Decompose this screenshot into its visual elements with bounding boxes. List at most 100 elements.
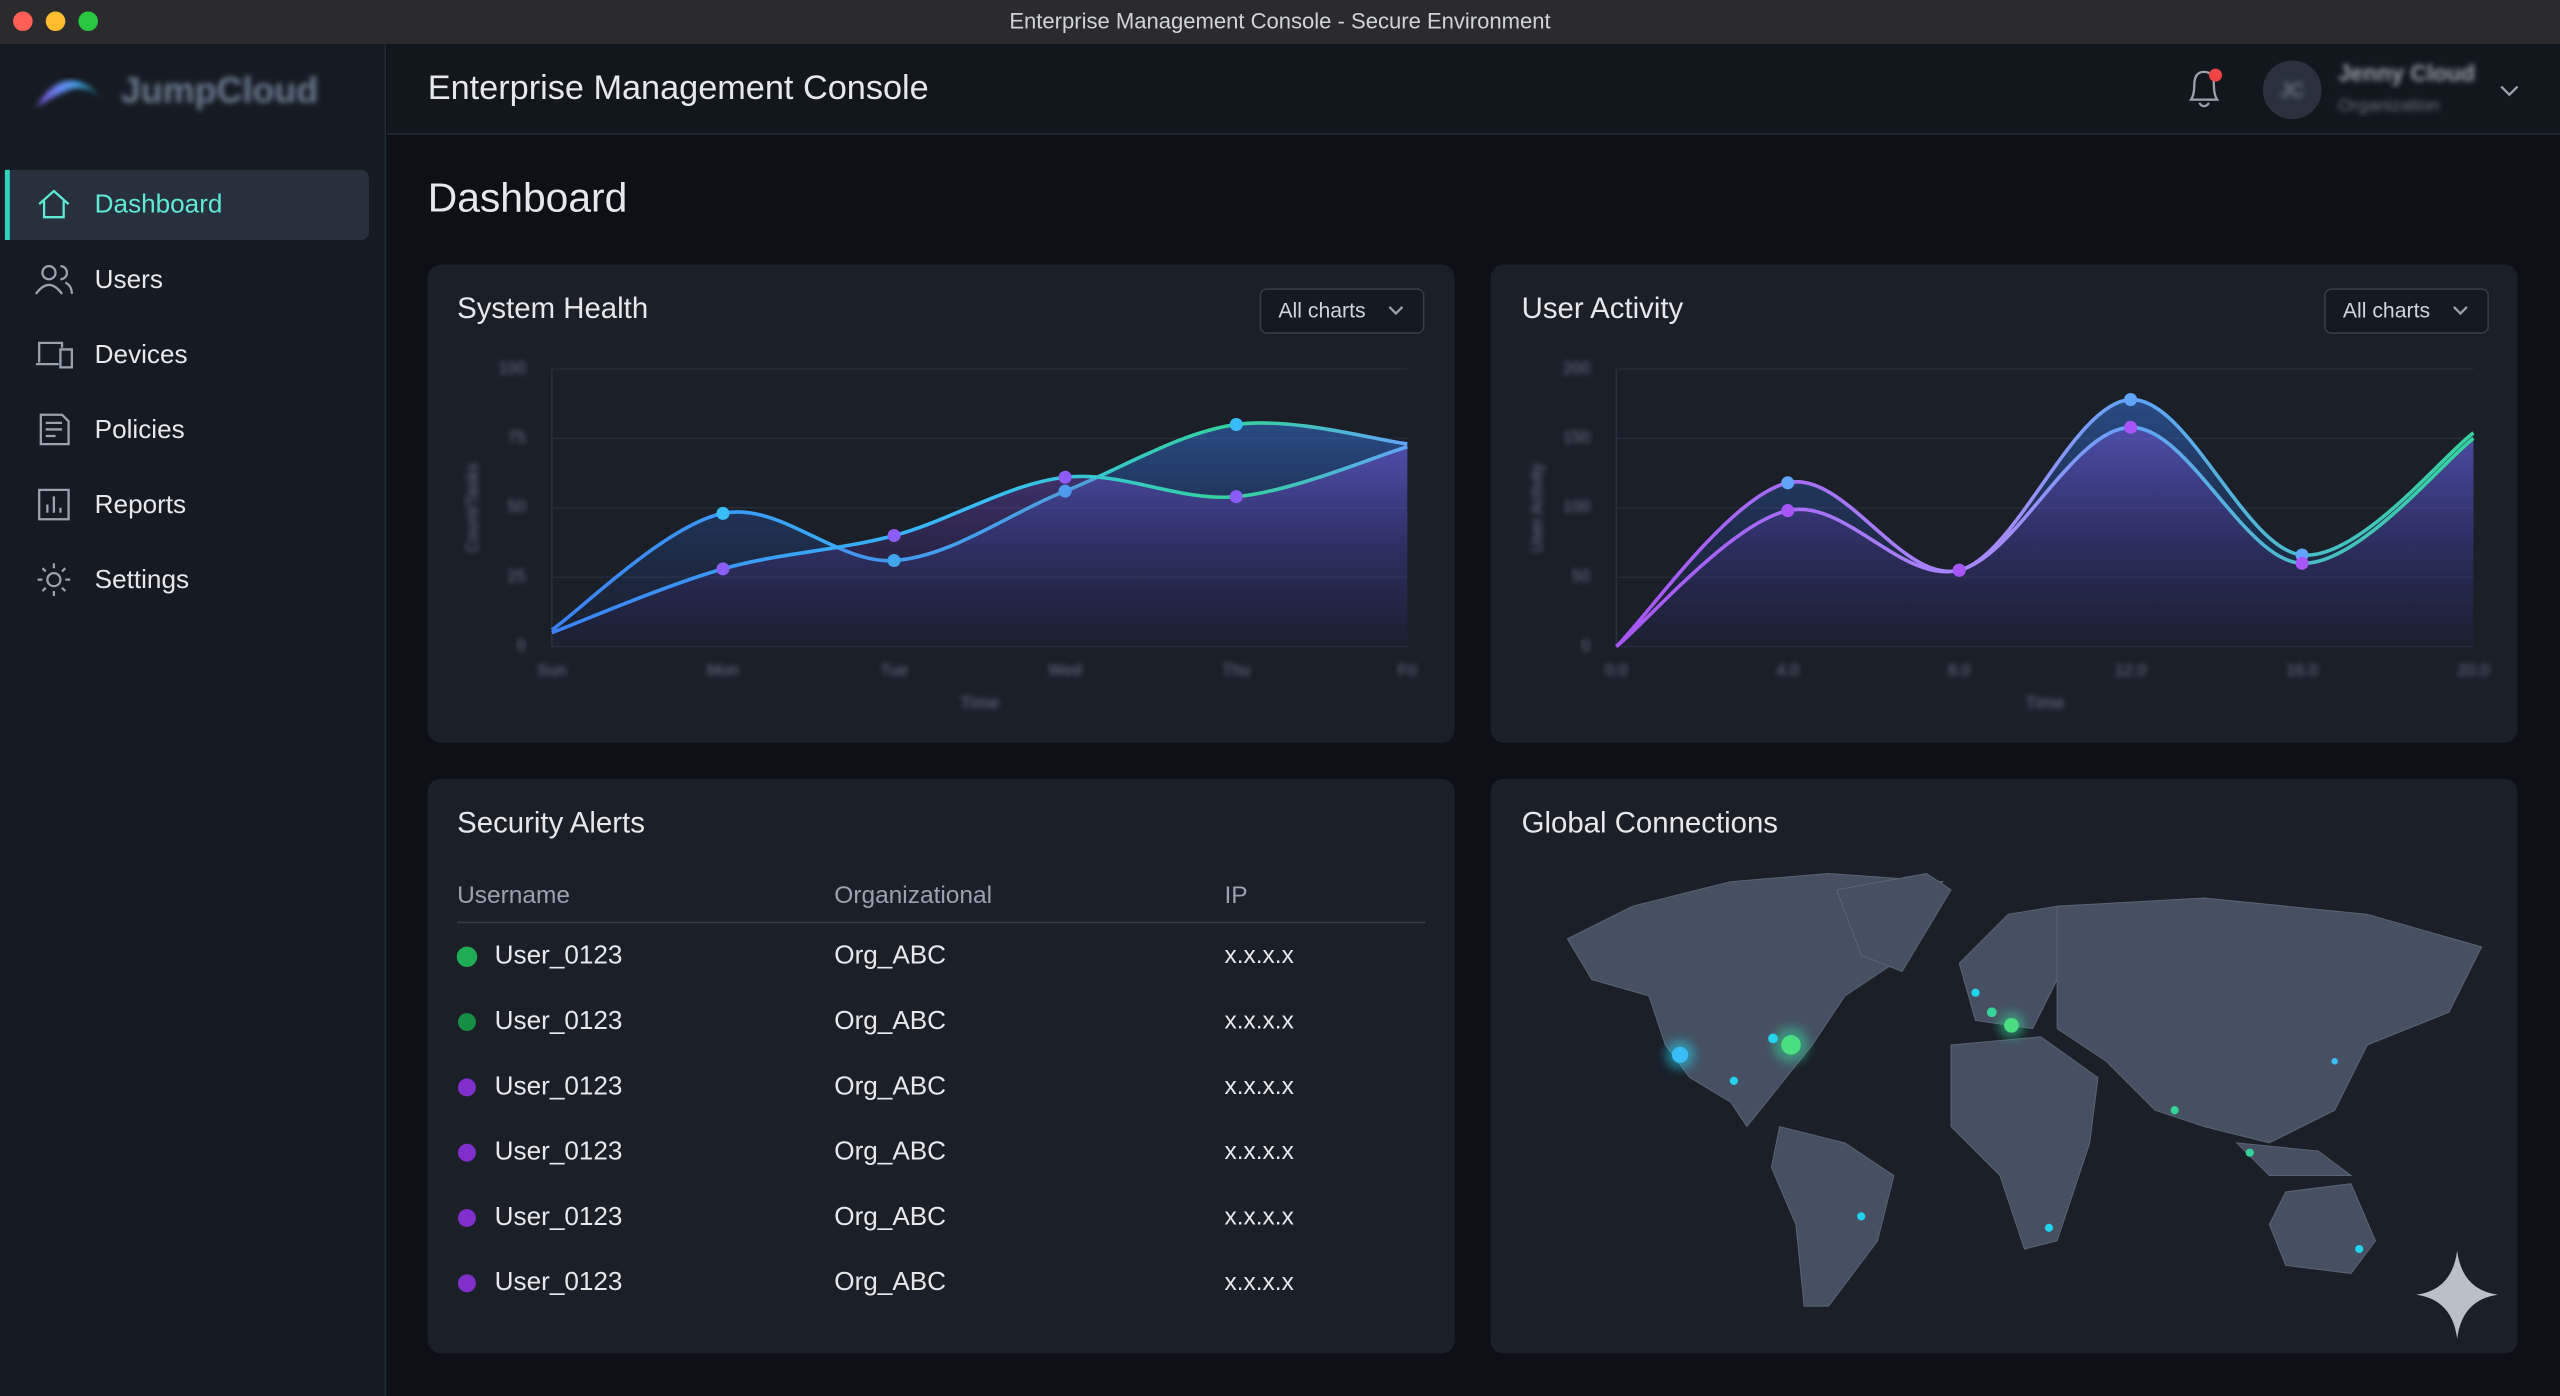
x-tick-label: 20.0	[2458, 661, 2490, 679]
x-axis-label: Time	[2025, 692, 2064, 712]
system-health-chart: 0 25 50 75 100 Sun Mon Tue Wed Thu Fri Count/Tasks T…	[464, 359, 1417, 712]
continent	[2235, 1142, 2353, 1177]
nav-item[interactable]: Policies	[39, 413, 185, 446]
avatar-initials: JC	[2280, 80, 2304, 102]
minimize-button[interactable]	[45, 11, 66, 32]
username: User_0123	[495, 1201, 623, 1231]
nav-item[interactable]: Users	[34, 264, 163, 295]
chevron-icon	[2500, 85, 2519, 97]
column-header: IP	[1224, 882, 1247, 909]
connection-dot	[2355, 1244, 2364, 1254]
nav-list: Dashboard Users Devices Policies Reports Sett…	[4, 169, 369, 596]
data-point	[1781, 476, 1795, 490]
x-tick-label: 12.0	[2115, 661, 2147, 679]
x-tick-label: 8.0	[1948, 661, 1971, 679]
nav-icon	[35, 341, 73, 369]
data-point	[2124, 393, 2138, 407]
x-axis-label: Time	[960, 692, 999, 712]
user-menu[interactable]: JC Jenny Cloud Organization	[2262, 60, 2519, 120]
ip-address: x.x.x.x	[1224, 1138, 1293, 1165]
page-title: Dashboard	[428, 175, 628, 221]
status-dot	[457, 1143, 476, 1162]
organization: Org_ABC	[834, 1266, 946, 1296]
nav-icon	[38, 189, 70, 219]
organization: Org_ABC	[834, 1070, 946, 1100]
panel-title: User Activity	[1522, 292, 1684, 325]
nav-item[interactable]: Dashboard	[4, 169, 369, 241]
ip-address: x.x.x.x	[1224, 1269, 1293, 1296]
panel-title: Security Alerts	[457, 806, 645, 839]
notifications-button[interactable]	[2188, 68, 2223, 108]
connection-dot	[2245, 1148, 2254, 1157]
ip-address: x.x.x.x	[1224, 1008, 1293, 1035]
world-map	[1566, 872, 2483, 1307]
table-row: User_0123 Org_ABC x.x.x.x	[457, 1005, 1294, 1035]
nav-indicator	[4, 169, 10, 241]
username: User_0123	[495, 1005, 623, 1035]
data-point	[1229, 490, 1243, 504]
x-tick-label: Wed	[1049, 661, 1082, 679]
y-tick-label: 100	[498, 359, 525, 377]
nav-label: Settings	[95, 564, 189, 594]
table-row: User_0123 Org_ABC x.x.x.x	[457, 1266, 1294, 1296]
logo-icon	[35, 80, 102, 108]
status-dot	[457, 1078, 476, 1097]
chart-dropdown[interactable]: All charts	[1259, 288, 1425, 334]
y-tick-label: 200	[1563, 359, 1590, 377]
username: User_0123	[495, 1070, 623, 1100]
nav-item[interactable]: Settings	[37, 563, 189, 596]
connection-dot	[1857, 1212, 1866, 1221]
data-point	[1229, 418, 1243, 432]
ip-address: x.x.x.x	[1224, 1203, 1293, 1230]
nav-icon	[39, 413, 70, 446]
y-tick-label: 25	[508, 567, 526, 585]
y-tick-label: 75	[508, 429, 526, 447]
status-dot	[457, 1274, 476, 1293]
series-area	[1616, 427, 2474, 647]
nav-item[interactable]: Devices	[35, 339, 188, 369]
continent	[1566, 873, 1944, 1128]
chart-dropdown[interactable]: All charts	[2324, 288, 2489, 334]
ip-address: x.x.x.x	[1224, 1073, 1293, 1100]
y-axis-label: User Activity	[1528, 462, 1546, 553]
column-header: Username	[457, 882, 570, 909]
data-point	[716, 506, 730, 520]
data-point	[716, 562, 730, 576]
y-tick-label: 0	[1581, 637, 1590, 655]
x-tick-label: Sun	[537, 661, 566, 679]
data-point	[2295, 556, 2309, 570]
data-point	[2124, 420, 2138, 434]
continent	[2056, 897, 2483, 1144]
avatar	[2262, 60, 2322, 120]
connection-dot	[2331, 1058, 2338, 1065]
nav-label: Policies	[95, 414, 185, 444]
continent	[1950, 1036, 2099, 1250]
connection-dot	[2004, 1018, 2019, 1033]
panel-title: System Health	[457, 292, 648, 325]
organization: Org_ABC	[834, 1201, 946, 1231]
status-dot	[457, 1013, 476, 1032]
table-row: User_0123 Org_ABC x.x.x.x	[457, 1136, 1294, 1166]
ip-address: x.x.x.x	[1224, 942, 1293, 969]
continent	[1836, 872, 1952, 973]
data-point	[1781, 504, 1795, 518]
nav-item[interactable]: Reports	[38, 488, 186, 521]
data-point	[1952, 563, 1966, 577]
zoom-button[interactable]	[78, 11, 98, 32]
table-row: User_0123 Org_ABC x.x.x.x	[457, 1201, 1294, 1231]
nav-icon	[34, 265, 73, 295]
dropdown-box	[1259, 288, 1425, 334]
bell-icon	[2188, 70, 2220, 108]
user-name: Jenny Cloud	[2338, 60, 2475, 86]
connection-dot	[1671, 1046, 1689, 1063]
connection-dot	[1768, 1033, 1778, 1044]
title-bar	[0, 0, 2560, 45]
user-activity-chart: 0 50 100 150 200 0.0 4.0 8.0 12.0 16.0 20.0 User Ac…	[1528, 359, 2489, 712]
close-button[interactable]	[13, 11, 33, 32]
connection-dots	[1665, 988, 2364, 1254]
connection-dot	[2044, 1223, 2054, 1232]
user-org: Organization	[2338, 95, 2440, 115]
y-tick-label: 100	[1563, 498, 1590, 516]
panel-title: Global Connections	[1522, 806, 1778, 839]
